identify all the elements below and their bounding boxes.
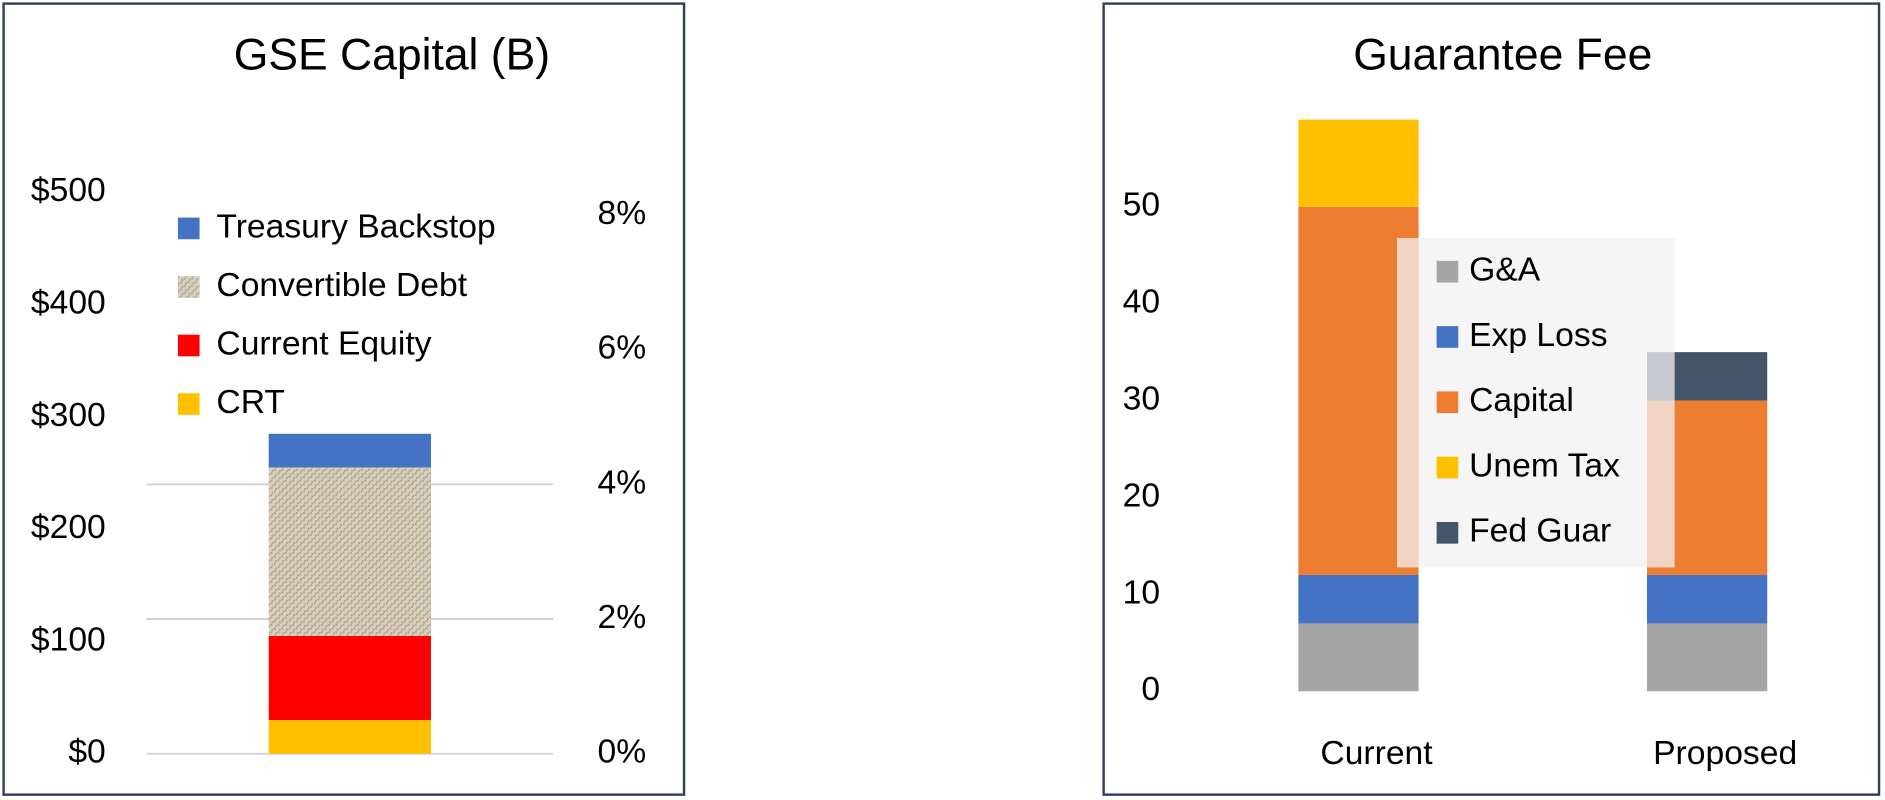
bar-segment bbox=[1647, 574, 1768, 624]
y-tick-label: 50 bbox=[1123, 187, 1160, 224]
y2-tick-label: 0% bbox=[597, 734, 646, 771]
chart-title: GSE Capital (B) bbox=[234, 30, 550, 79]
bar-segment bbox=[1298, 623, 1419, 692]
legend-label: Capital bbox=[1469, 382, 1574, 419]
legend-swatch bbox=[177, 334, 200, 357]
bar-segment bbox=[268, 720, 431, 754]
y-tick-label: 20 bbox=[1123, 477, 1160, 514]
bar-segment bbox=[268, 635, 431, 721]
y-tick-label: $0 bbox=[68, 734, 105, 771]
bar-segment bbox=[1298, 119, 1419, 207]
y2-tick-label: 6% bbox=[597, 330, 646, 367]
y2-tick-label: 2% bbox=[597, 599, 646, 636]
legend-swatch bbox=[177, 393, 200, 415]
legend-swatch bbox=[1436, 260, 1459, 283]
legend-label: CRT bbox=[216, 384, 285, 421]
legend-label: Exp Loss bbox=[1469, 317, 1607, 354]
bar-segment bbox=[1298, 574, 1419, 624]
legend-label: Fed Guar bbox=[1469, 513, 1611, 550]
bar-segment bbox=[268, 467, 431, 636]
legend-swatch bbox=[1436, 521, 1459, 544]
y-tick-label: $500 bbox=[31, 172, 106, 209]
legend-label: Treasury Backstop bbox=[216, 208, 495, 245]
x-tick-label: Proposed bbox=[1653, 735, 1797, 772]
y2-tick-label: 4% bbox=[597, 464, 646, 501]
y-tick-label: 30 bbox=[1123, 380, 1160, 417]
y-tick-label: $400 bbox=[31, 285, 106, 322]
legend-label: Convertible Debt bbox=[216, 267, 467, 304]
legend-swatch bbox=[177, 217, 200, 240]
y-tick-label: $300 bbox=[31, 397, 106, 434]
legend-swatch bbox=[1436, 391, 1459, 414]
y-tick-label: 0 bbox=[1141, 671, 1160, 708]
y-tick-label: $200 bbox=[31, 509, 106, 546]
y-tick-label: $100 bbox=[31, 621, 106, 658]
legend-swatch bbox=[1436, 456, 1459, 479]
bar-segment bbox=[1647, 623, 1768, 692]
chart-title: Guarantee Fee bbox=[1353, 30, 1652, 79]
legend-swatch bbox=[1436, 326, 1459, 348]
legend-label: Current Equity bbox=[216, 325, 431, 362]
y-tick-label: 40 bbox=[1123, 284, 1160, 321]
legend-box bbox=[144, 201, 566, 425]
x-tick-label: Current bbox=[1320, 735, 1433, 772]
legend-label: Unem Tax bbox=[1469, 447, 1620, 484]
y-tick-label: 10 bbox=[1123, 574, 1160, 611]
legend-label: G&A bbox=[1469, 252, 1541, 289]
bar-segment bbox=[268, 433, 431, 468]
legend-swatch bbox=[177, 276, 200, 298]
y2-tick-label: 8% bbox=[597, 195, 646, 232]
